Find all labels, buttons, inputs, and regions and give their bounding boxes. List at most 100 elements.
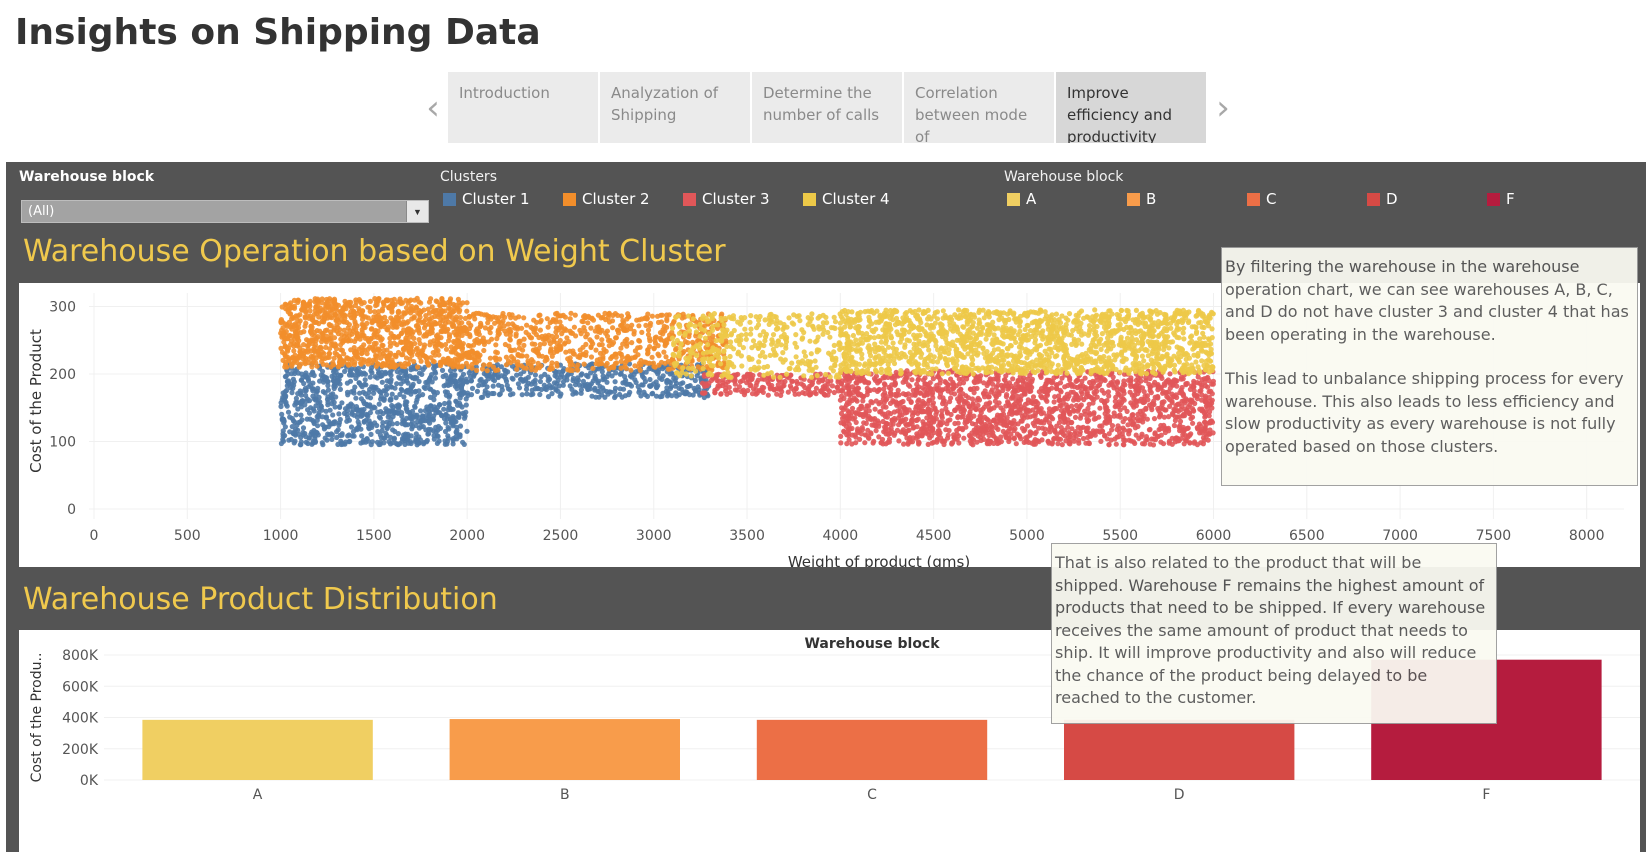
scatter-point [580, 319, 586, 325]
scatter-point [998, 405, 1004, 411]
scatter-point [544, 316, 550, 322]
y-tick-label: 0 [67, 502, 76, 518]
scatter-point [434, 342, 440, 349]
scatter-point [359, 311, 365, 317]
scatter-point [1133, 388, 1139, 394]
story-point-analyzation[interactable]: Analyzation of Shipping [600, 72, 750, 143]
scatter-point [618, 313, 625, 319]
scatter-point [612, 385, 619, 391]
scatter-point [549, 391, 555, 397]
scatter-point [647, 376, 653, 383]
scatter-point [383, 430, 389, 436]
scatter-point [507, 337, 513, 343]
scatter-point [654, 384, 660, 390]
scatter-point [367, 298, 373, 304]
scatter-point [388, 379, 394, 385]
scatter-point [490, 383, 496, 389]
scatter-point [413, 305, 419, 311]
legend-cluster-2[interactable]: Cluster 2 [563, 190, 650, 208]
scatter-point [302, 372, 308, 378]
story-point-efficiency[interactable]: Improve efficiency and productivity [1056, 72, 1206, 143]
legend-block-b[interactable]: B [1127, 190, 1156, 208]
scatter-point [497, 356, 503, 362]
scatter-point [638, 393, 644, 399]
scatter-point [430, 416, 436, 422]
scatter-point [1172, 417, 1178, 424]
scatter-point [551, 337, 557, 343]
warehouse-filter-dropdown[interactable]: (All) ▼ [21, 200, 429, 223]
scatter-point [956, 440, 962, 446]
scatter-point [846, 392, 853, 398]
scatter-point [290, 354, 296, 360]
scatter-point [427, 318, 433, 324]
scatter-point [584, 331, 590, 337]
scatter-point [299, 417, 305, 423]
scatter-point [1110, 374, 1116, 380]
scatter-point [1041, 431, 1047, 437]
scatter-point [408, 297, 414, 303]
scatter-point [455, 410, 461, 416]
scatter-point [1028, 398, 1035, 404]
scatter-point [351, 315, 357, 321]
scatter-point [530, 326, 536, 332]
scatter-point [1112, 404, 1118, 410]
scatter-point [585, 374, 591, 380]
scatter-point [1202, 398, 1208, 404]
scatter-point [635, 384, 641, 390]
scatter-point [304, 416, 310, 422]
chevron-left-icon[interactable]: ‹ [426, 87, 440, 128]
scatter-point [356, 380, 362, 386]
scatter-point [376, 441, 382, 448]
scatter-point [1138, 434, 1144, 440]
scatter-point [620, 386, 627, 392]
scatter-point [534, 385, 540, 391]
scatter-point [284, 323, 290, 329]
story-point-calls[interactable]: Determine the number of calls [752, 72, 902, 143]
scatter-point [560, 368, 566, 374]
legend-block-d[interactable]: D [1367, 190, 1398, 208]
scatter-point [457, 434, 463, 440]
scatter-point [311, 311, 318, 317]
legend-cluster-3[interactable]: Cluster 3 [683, 190, 770, 208]
scatter-point [327, 314, 333, 320]
scatter-point [348, 299, 354, 305]
scatter-point [1117, 407, 1123, 413]
scatter-point [387, 343, 393, 349]
scatter-point [429, 326, 435, 332]
scatter-point [600, 385, 606, 391]
scatter-point [364, 320, 370, 326]
scatter-point [381, 347, 387, 353]
scatter-point [1128, 383, 1134, 389]
scatter-point [534, 365, 540, 371]
scatter-point [452, 373, 458, 379]
legend-block-c[interactable]: C [1247, 190, 1276, 208]
scatter-point [1146, 427, 1152, 433]
scatter-point [431, 359, 437, 365]
scatter-point [1155, 393, 1161, 400]
scatter-chart[interactable]: 0 500 1000 1500 2000 2500 3000 3500 4000 4500 5000… [19, 283, 1640, 567]
story-point-introduction[interactable]: Introduction [448, 72, 598, 143]
story-point-correlation[interactable]: Correlation between mode of [904, 72, 1054, 143]
legend-cluster-4[interactable]: Cluster 4 [803, 190, 890, 208]
scatter-point [306, 410, 313, 416]
scatter-point [723, 338, 729, 344]
scatter-point [1097, 423, 1103, 429]
scatter-point [1106, 431, 1112, 437]
chevron-right-icon[interactable]: › [1216, 87, 1230, 128]
scatter-point [379, 315, 385, 321]
scatter-point [540, 336, 546, 342]
legend-block-a[interactable]: A [1007, 190, 1036, 208]
scatter-point [547, 349, 554, 355]
scatter-point [298, 350, 304, 356]
scatter-point [701, 373, 707, 379]
scatter-point [1106, 382, 1112, 388]
scatter-point [310, 393, 316, 399]
scatter-point [454, 364, 460, 370]
legend-cluster-1[interactable]: Cluster 1 [443, 190, 530, 208]
scatter-point [549, 353, 555, 359]
scatter-point [409, 419, 416, 425]
chevron-down-icon[interactable]: ▼ [406, 201, 428, 222]
legend-block-f[interactable]: F [1487, 190, 1515, 208]
scatter-point [298, 401, 304, 407]
scatter-point [599, 342, 605, 348]
